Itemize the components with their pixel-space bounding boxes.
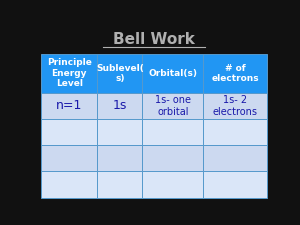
Text: 1s- one
orbital: 1s- one orbital bbox=[155, 95, 191, 117]
Bar bbox=[142, 145, 203, 171]
Text: Bell Work: Bell Work bbox=[113, 32, 195, 47]
Bar bbox=[142, 54, 203, 93]
Bar bbox=[98, 119, 142, 145]
Bar bbox=[142, 171, 203, 198]
Text: Principle
Energy
Level: Principle Energy Level bbox=[47, 58, 92, 88]
Text: Sublevel(
s): Sublevel( s) bbox=[96, 64, 144, 83]
Text: # of
electrons: # of electrons bbox=[211, 64, 259, 83]
Text: n=1: n=1 bbox=[56, 99, 82, 112]
Bar bbox=[41, 93, 98, 119]
Bar bbox=[203, 171, 266, 198]
Bar bbox=[98, 93, 142, 119]
Bar bbox=[98, 145, 142, 171]
Bar bbox=[142, 93, 203, 119]
Text: 1s: 1s bbox=[113, 99, 127, 112]
Text: 1s- 2
electrons: 1s- 2 electrons bbox=[212, 95, 257, 117]
Bar bbox=[98, 54, 142, 93]
Text: Orbital(s): Orbital(s) bbox=[148, 69, 197, 78]
Bar bbox=[203, 119, 266, 145]
Bar bbox=[203, 54, 266, 93]
Bar bbox=[41, 145, 98, 171]
Bar bbox=[41, 119, 98, 145]
Bar bbox=[203, 145, 266, 171]
Bar bbox=[142, 119, 203, 145]
Bar bbox=[98, 171, 142, 198]
Bar bbox=[41, 171, 98, 198]
Bar bbox=[203, 93, 266, 119]
Bar bbox=[41, 54, 98, 93]
